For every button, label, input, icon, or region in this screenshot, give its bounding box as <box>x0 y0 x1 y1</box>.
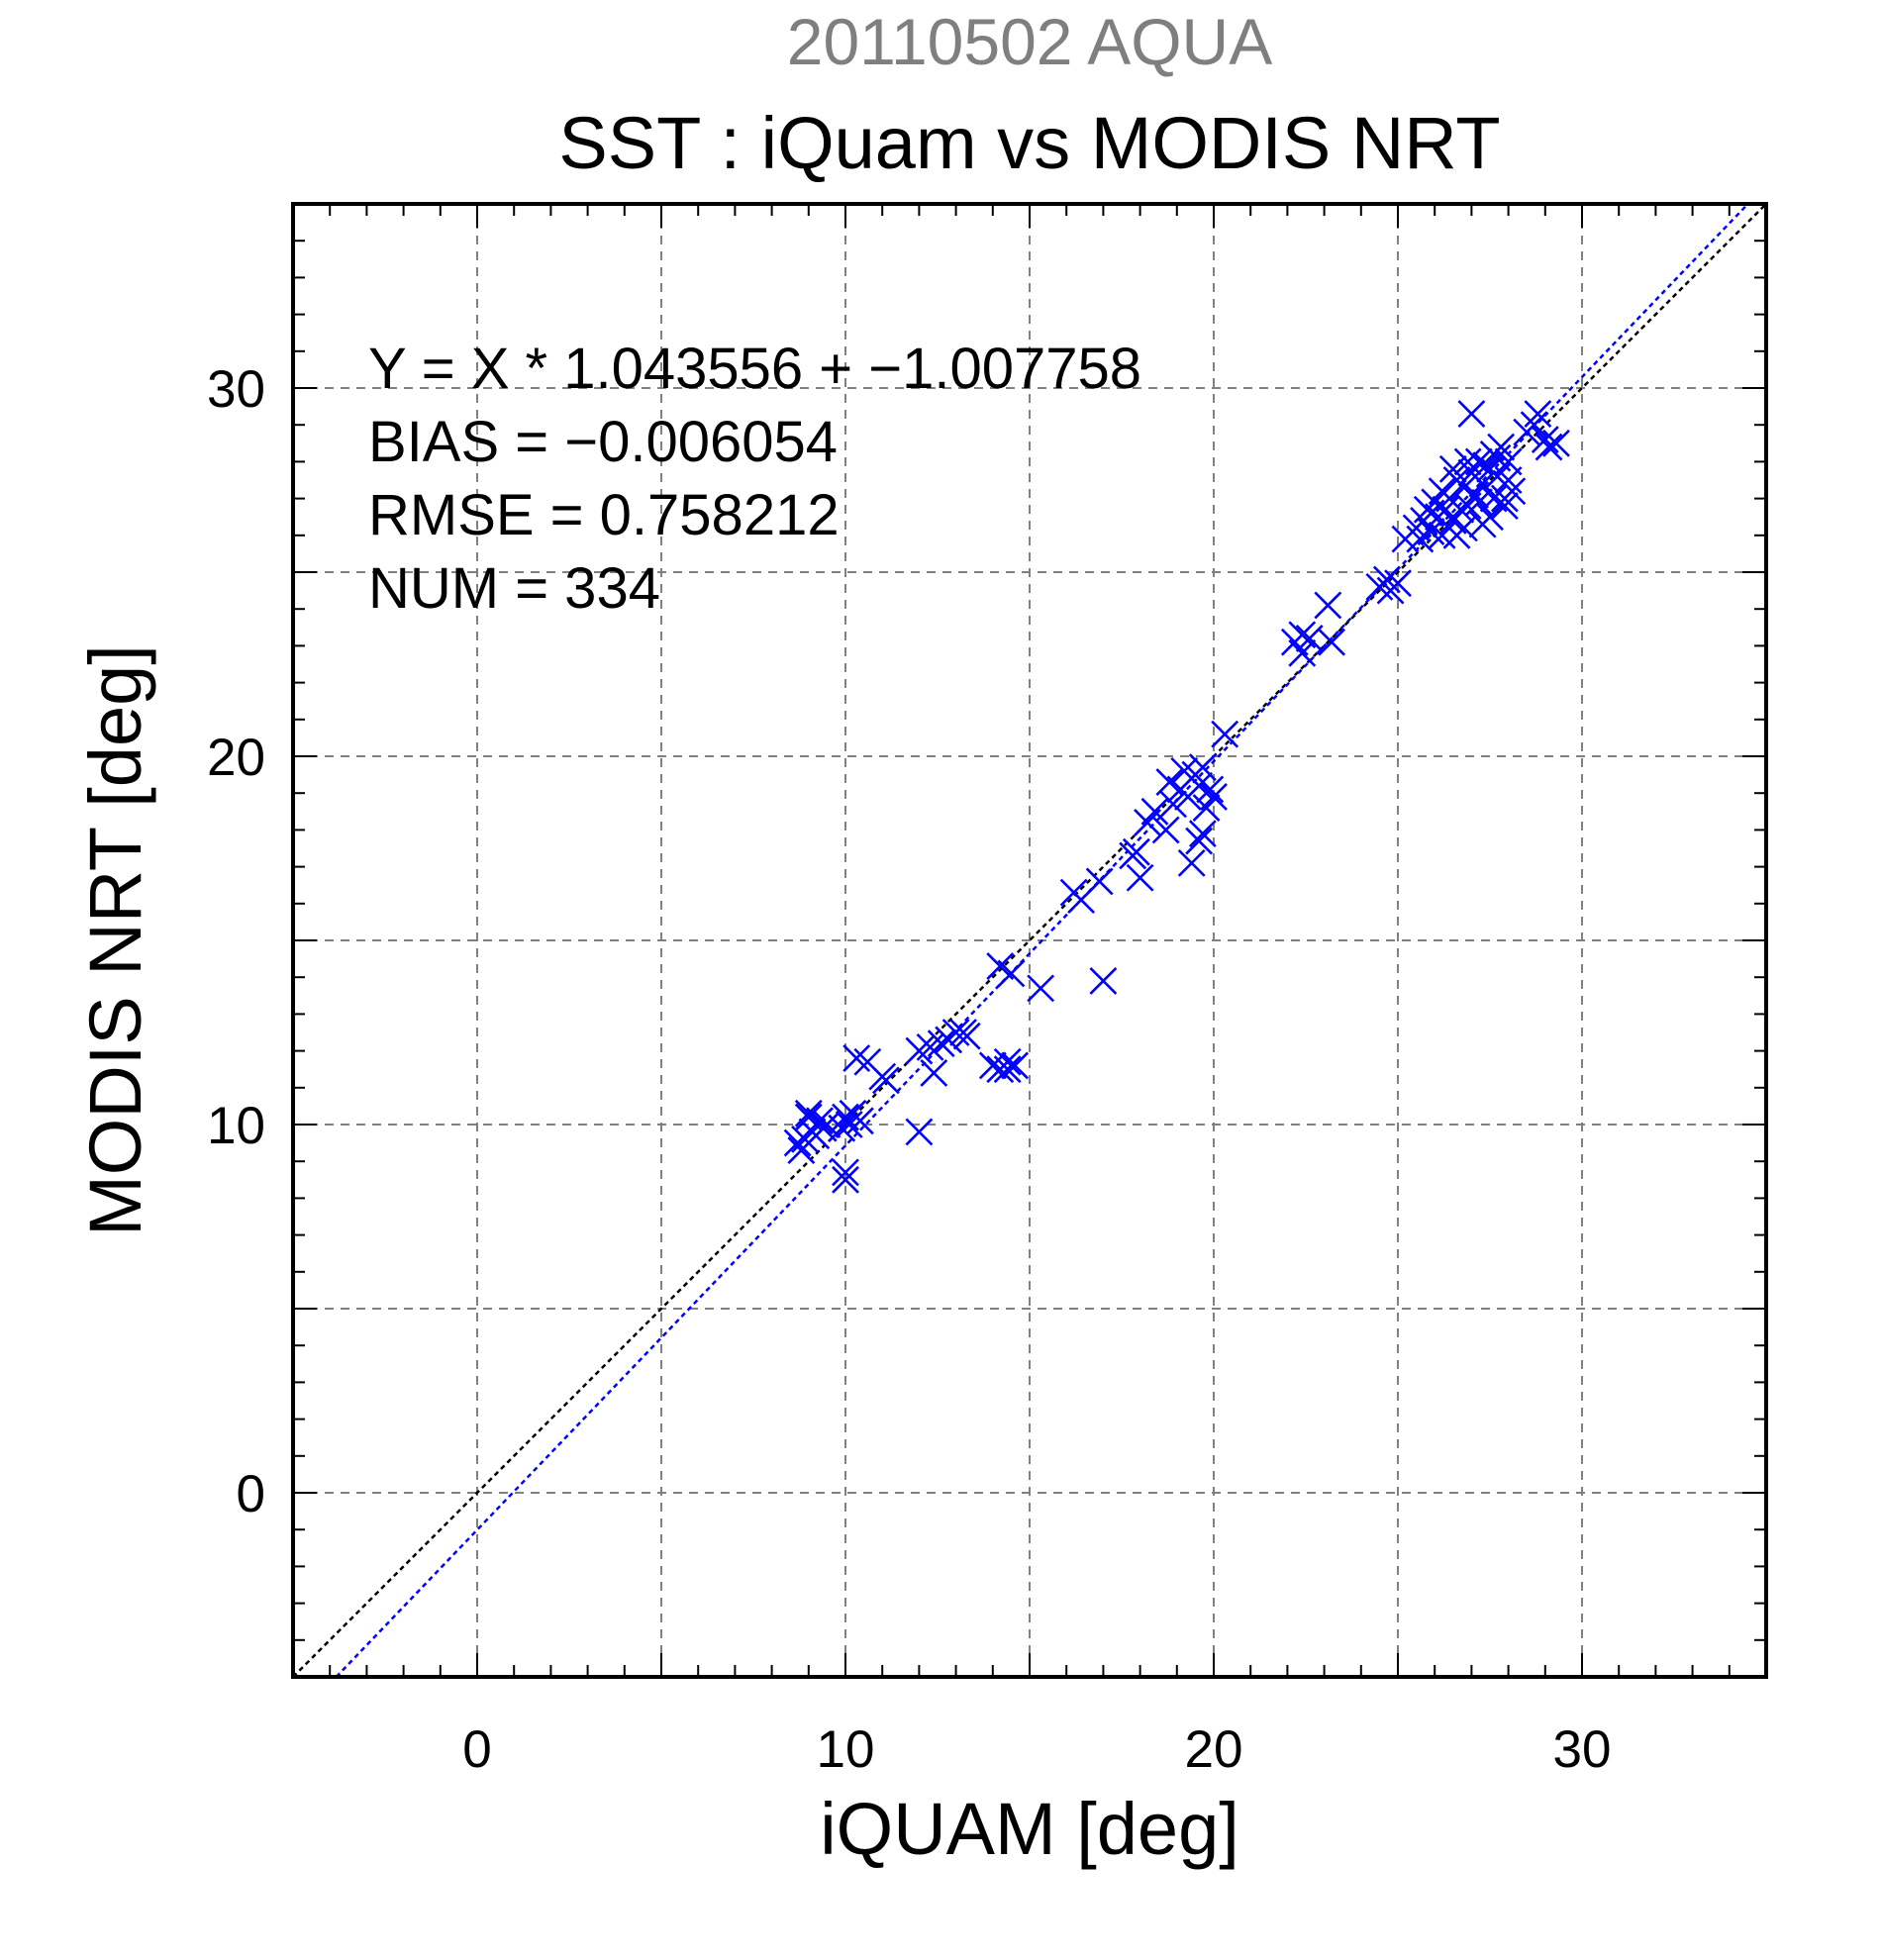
data-point <box>1027 974 1055 1003</box>
data-point <box>920 1059 948 1087</box>
data-point <box>794 1103 823 1131</box>
y-axis-label: MODIS NRT [deg] <box>74 644 156 1236</box>
y-tick-label: 10 <box>207 1097 265 1155</box>
data-point <box>1151 816 1180 844</box>
data-point <box>916 1032 944 1061</box>
data-point <box>1140 797 1169 826</box>
data-point <box>941 1019 970 1046</box>
data-point <box>1188 820 1217 848</box>
data-point <box>1159 790 1187 819</box>
x-tick-labels: 0 10 20 30 <box>462 1720 1611 1779</box>
stats-line-rmse: RMSE = 0.758212 <box>368 483 840 547</box>
data-point <box>791 1125 819 1153</box>
grid-lines <box>293 204 1766 1677</box>
data-point <box>783 1128 812 1157</box>
data-point <box>1196 775 1225 804</box>
y-tick-label: 0 <box>237 1465 265 1523</box>
data-point <box>1442 521 1471 549</box>
reference-lines <box>292 203 1767 1678</box>
data-point <box>1188 753 1217 782</box>
data-point <box>1288 621 1317 649</box>
data-point <box>1185 827 1214 855</box>
data-point <box>1177 848 1206 877</box>
data-point <box>1498 477 1527 506</box>
data-point <box>1122 837 1150 866</box>
data-point <box>993 1047 1022 1076</box>
data-point <box>1542 429 1570 457</box>
data-points <box>783 400 1570 1194</box>
data-point <box>1085 867 1114 896</box>
data-point <box>1476 503 1504 532</box>
data-point <box>835 1111 863 1138</box>
data-point <box>1520 411 1548 440</box>
stats-line-fit: Y = X * 1.043556 + −1.007758 <box>368 337 1141 401</box>
data-point <box>1211 720 1239 748</box>
y-tick-label: 20 <box>207 729 265 787</box>
y-tick-labels: 0 10 20 30 <box>207 360 265 1523</box>
data-point <box>905 1036 934 1065</box>
data-point <box>1200 783 1228 811</box>
data-point <box>1464 488 1493 517</box>
data-point <box>1001 1051 1030 1080</box>
data-point <box>1089 967 1118 995</box>
data-point <box>1295 625 1324 652</box>
chart-title: SST : iQuam vs MODIS NRT <box>558 102 1500 184</box>
regression-fit-line <box>335 203 1749 1678</box>
data-point <box>1185 771 1214 800</box>
data-point <box>872 1066 900 1095</box>
data-point <box>1428 521 1456 549</box>
data-point <box>1524 400 1552 428</box>
data-point <box>927 1029 955 1058</box>
stats-line-num: NUM = 334 <box>368 556 660 621</box>
data-point <box>1531 426 1559 453</box>
chart-subtitle: 20110502 AQUA <box>787 5 1273 78</box>
data-point <box>1494 466 1523 494</box>
data-point <box>1457 400 1486 428</box>
data-point <box>1490 492 1519 520</box>
data-point <box>1417 499 1445 528</box>
data-point <box>1438 454 1467 483</box>
data-point <box>832 1158 859 1187</box>
data-point <box>1468 469 1497 498</box>
data-point <box>1372 565 1401 594</box>
y-tick-label: 30 <box>207 360 265 419</box>
data-point <box>1314 591 1342 620</box>
data-point <box>1126 863 1154 892</box>
x-tick-label: 30 <box>1553 1720 1612 1779</box>
data-point <box>905 1118 934 1146</box>
data-point <box>1483 443 1512 472</box>
x-tick-label: 20 <box>1185 1720 1243 1779</box>
data-point <box>1384 569 1412 598</box>
stats-line-bias: BIAS = −0.006054 <box>368 410 838 474</box>
x-tick-label: 10 <box>817 1720 875 1779</box>
data-point <box>1453 447 1482 476</box>
data-point <box>1487 433 1516 461</box>
stats-block: Y = X * 1.043556 + −1.007758 BIAS = −0.0… <box>368 337 1141 621</box>
x-axis-label: iQUAM [deg] <box>820 1788 1239 1870</box>
x-tick-label: 0 <box>462 1720 491 1779</box>
data-point <box>845 1107 874 1135</box>
plot-frame <box>291 202 1768 1679</box>
data-point <box>952 1022 981 1050</box>
data-point <box>997 959 1026 988</box>
data-point <box>993 1055 1022 1084</box>
data-point <box>832 1165 859 1194</box>
data-point <box>1534 433 1563 461</box>
data-point <box>1318 628 1345 656</box>
data-point <box>828 1114 856 1142</box>
data-point <box>842 1044 871 1072</box>
